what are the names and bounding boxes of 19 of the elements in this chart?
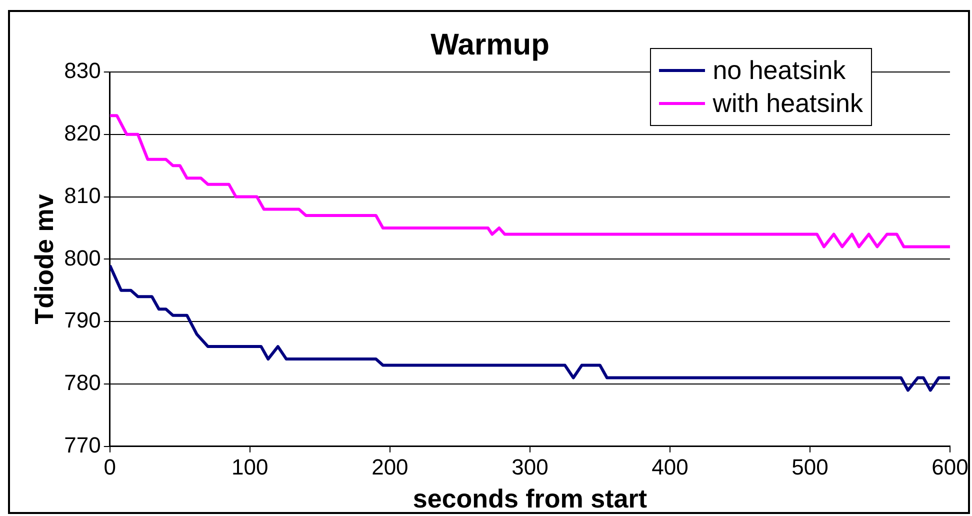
x-tick-label: 600 xyxy=(932,454,968,480)
x-tick-label: 200 xyxy=(372,454,408,480)
x-tick-label: 0 xyxy=(104,454,116,480)
y-tick-label: 770 xyxy=(64,432,101,458)
x-tick-label: 500 xyxy=(792,454,828,480)
y-axis-title: Tdiode mv xyxy=(28,194,59,324)
y-tick-label: 810 xyxy=(64,182,101,208)
x-axis-title: seconds from start xyxy=(412,484,648,514)
y-tick-label: 780 xyxy=(64,370,101,396)
y-tick-label: 830 xyxy=(64,58,101,84)
y-tick-label: 820 xyxy=(64,120,101,146)
y-tick-label: 800 xyxy=(64,245,101,270)
legend-label: with heatsink xyxy=(712,88,863,119)
x-tick-label: 300 xyxy=(512,454,548,480)
x-tick-label: 100 xyxy=(232,454,268,480)
x-tick-label: 400 xyxy=(652,454,688,480)
legend-label: no heatsink xyxy=(712,55,846,86)
chart-title: Warmup xyxy=(430,28,550,62)
y-tick-label: 790 xyxy=(64,308,101,333)
